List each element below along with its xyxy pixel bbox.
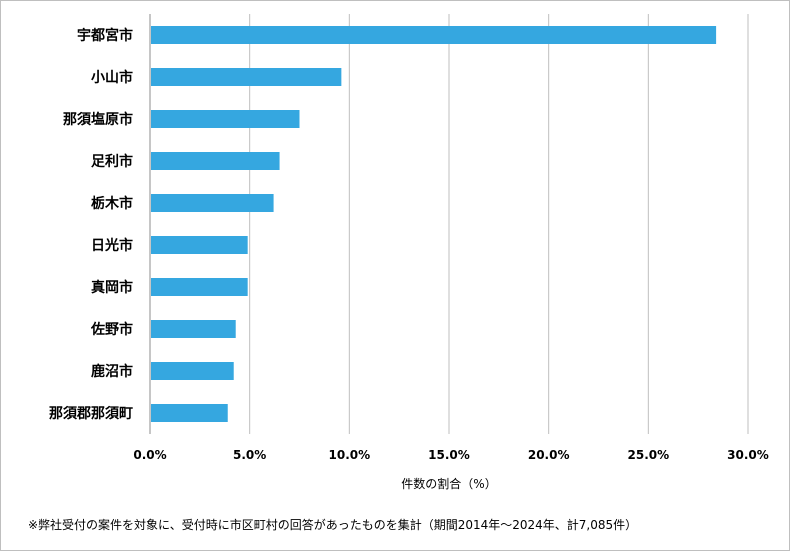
category-label: 足利市 [91, 153, 133, 170]
bar [151, 194, 274, 212]
category-label: 佐野市 [90, 321, 133, 338]
footnote: ※弊社受付の案件を対象に、受付時に市区町村の回答があったものを集計（期間2014… [28, 518, 638, 532]
x-tick-label: 10.0% [329, 448, 371, 462]
bars [151, 26, 717, 422]
bar [151, 236, 248, 254]
category-label: 小山市 [91, 69, 133, 86]
bar [151, 362, 234, 380]
category-label: 真岡市 [91, 279, 133, 296]
bar [151, 152, 280, 170]
category-label: 那須塩原市 [63, 111, 133, 128]
x-axis-label: 件数の割合（%） [401, 476, 496, 491]
x-tick-label: 30.0% [727, 448, 769, 462]
bar [151, 26, 717, 44]
category-label: 那須郡那須町 [49, 406, 133, 422]
bar [151, 404, 228, 422]
category-label: 鹿沼市 [90, 363, 133, 380]
bar [151, 68, 342, 86]
x-tick-label: 0.0% [133, 448, 166, 462]
category-label: 栃木市 [91, 195, 133, 212]
x-tick-label: 20.0% [528, 448, 570, 462]
bar [151, 278, 248, 296]
category-label: 宇都宮市 [77, 27, 133, 44]
x-tick-label: 25.0% [628, 448, 670, 462]
x-tick-label: 15.0% [428, 448, 470, 462]
bar [151, 320, 236, 338]
category-label: 日光市 [91, 237, 133, 254]
x-tick-labels: 0.0% 5.0% 10.0% 15.0% 20.0% 25.0% 30.0% [133, 448, 768, 462]
x-tick-label: 5.0% [233, 448, 266, 462]
bar [151, 110, 300, 128]
